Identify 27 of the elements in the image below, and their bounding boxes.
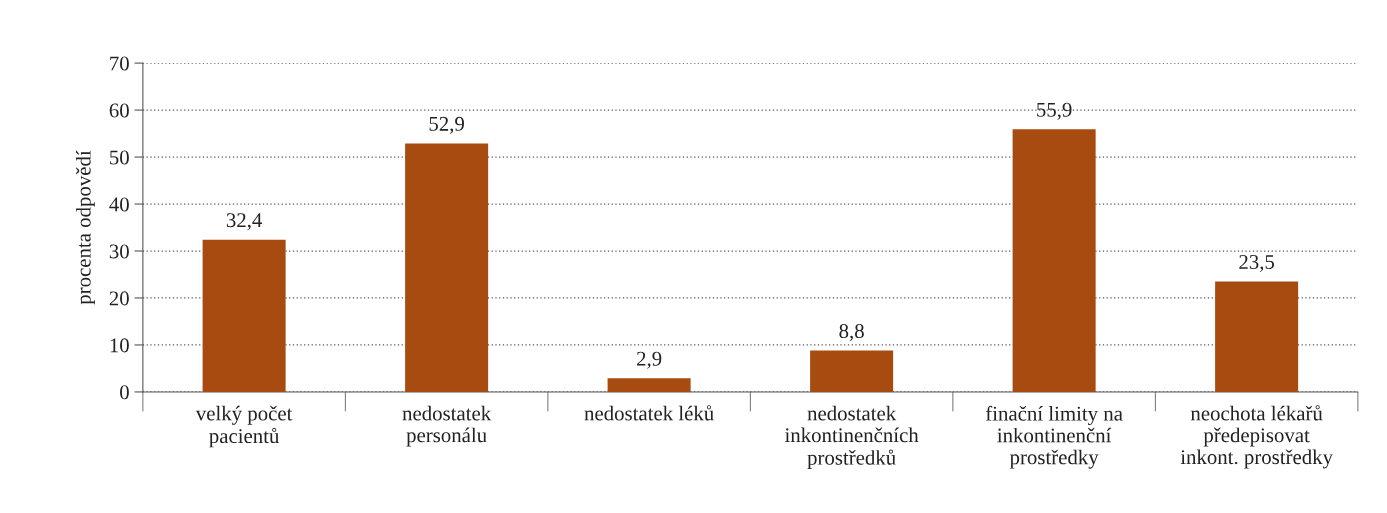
bar (202, 239, 286, 392)
y-tick-label: 30 (109, 244, 129, 259)
y-tick-label: 10 (110, 338, 129, 353)
data-label: 55,9 (1037, 102, 1072, 120)
bar (1012, 129, 1096, 392)
y-tick-label: 50 (110, 150, 129, 165)
data-label: 23,5 (1239, 254, 1275, 272)
y-tick-label: 70 (110, 56, 129, 71)
data-label: 52,9 (429, 116, 464, 134)
bar (607, 378, 691, 392)
x-tick-label: neochota lékařů předepisovat inkont. prostředky (1180, 405, 1333, 469)
y-axis-title: procenta odpovědí (76, 150, 95, 305)
x-tick-label: finační limity na inkontinenční prostředky (985, 405, 1123, 469)
x-tick-label: nedostatek inkontinenčních prostředků (784, 405, 919, 470)
data-label: 32,4 (226, 213, 263, 231)
y-tick-label: 20 (109, 291, 129, 306)
bar (1215, 281, 1299, 392)
x-tick-label: velký počet pacientů (195, 405, 293, 448)
bar (810, 350, 894, 392)
y-tick-label: 0 (120, 385, 129, 400)
x-tick-label: nedostatek personálu (402, 405, 492, 447)
data-label: 2,9 (637, 351, 662, 369)
y-tick-label: 40 (109, 197, 129, 212)
x-tick-label: nedostatek léků (584, 405, 714, 421)
y-tick-label: 60 (109, 103, 129, 118)
data-label: 8,8 (839, 323, 864, 342)
bar (405, 143, 489, 392)
